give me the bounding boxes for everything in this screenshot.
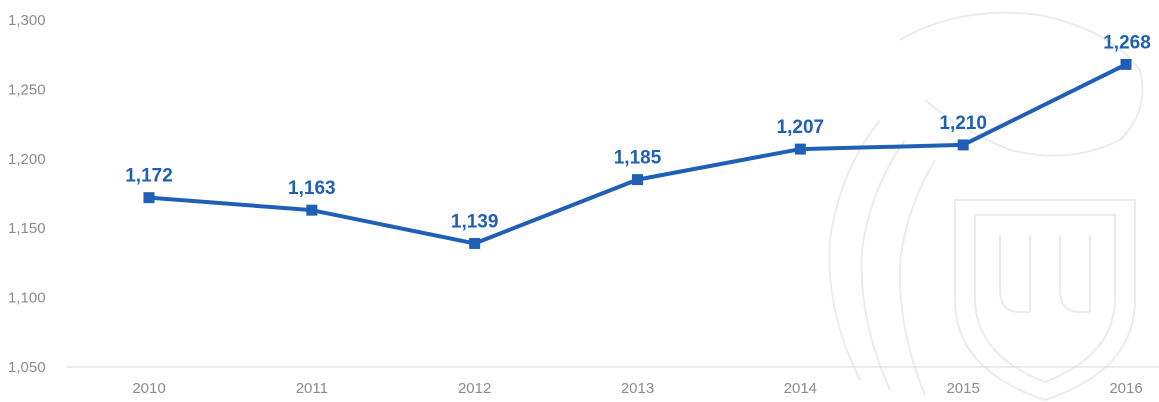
data-label: 1,268 [1103,32,1151,53]
y-tick-label: 1,050 [8,359,46,376]
x-tick-label: 2012 [458,380,491,397]
x-tick-label: 2011 [296,380,328,397]
x-tick-label: 2010 [132,380,165,397]
data-markers [143,58,1132,249]
x-tick-label: 2015 [946,380,979,397]
data-label: 1,139 [451,211,499,232]
data-label: 1,207 [777,117,825,138]
data-labels: 1,172 1,163 1,139 1,185 1,207 1,210 1,268 [125,32,1151,232]
x-tick-label: 2014 [784,380,817,397]
data-point-marker [469,237,481,249]
data-point-marker [1120,58,1132,70]
data-label: 1,163 [288,178,336,199]
data-point-marker [306,204,318,216]
y-axis-ticks: 1,050 1,100 1,150 1,200 1,250 1,300 [8,12,46,376]
y-tick-label: 1,250 [8,81,46,98]
x-axis-ticks: 2010 2011 2012 2013 2014 2015 2016 [132,380,1142,397]
y-tick-label: 1,150 [8,220,46,237]
data-point-marker [632,174,643,186]
data-label: 1,185 [614,148,662,169]
x-tick-label: 2016 [1109,380,1142,397]
university-shield-watermark-icon [828,11,1144,402]
data-point-marker [143,192,155,204]
data-label: 1,172 [125,166,173,187]
data-point-marker [794,143,806,155]
data-point-marker [957,139,969,151]
y-tick-label: 1,300 [8,12,46,29]
x-tick-label: 2013 [621,380,654,397]
y-tick-label: 1,200 [8,151,46,168]
y-tick-label: 1,100 [8,290,46,307]
data-label: 1,210 [939,113,987,134]
